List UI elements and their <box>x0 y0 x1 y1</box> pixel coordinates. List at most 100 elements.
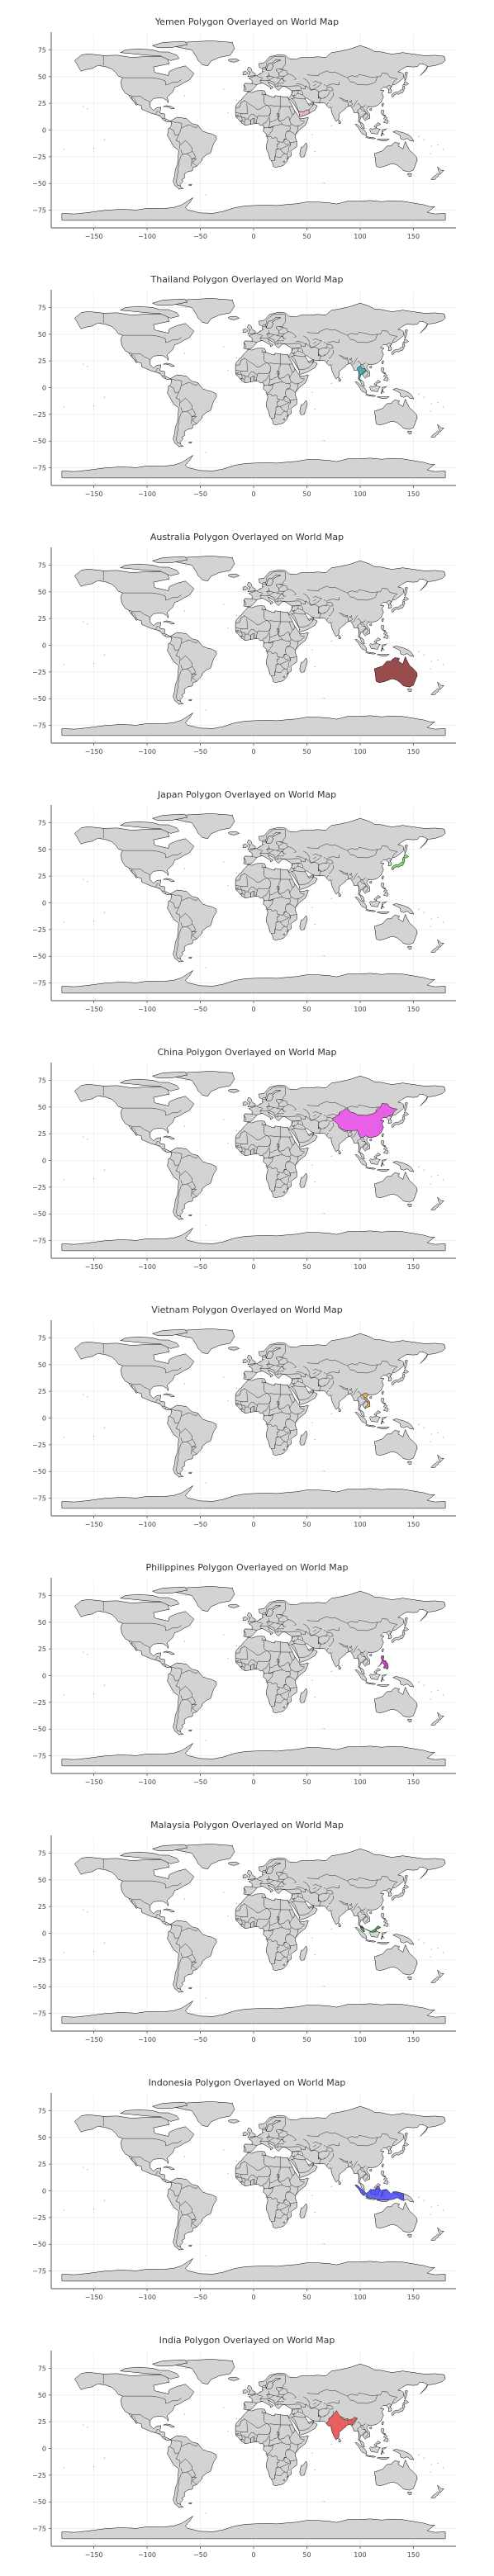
country-borders <box>103 313 398 444</box>
map-title: India Polygon Overlayed on World Map <box>159 2335 335 2346</box>
island-dot <box>437 917 439 919</box>
y-tick-label: −25 <box>32 1184 46 1191</box>
island-dot <box>235 1902 237 1904</box>
island-dot <box>223 88 225 90</box>
y-tick-label: 50 <box>38 2134 46 2142</box>
island-dot <box>103 396 106 398</box>
island-dot <box>314 1954 316 1956</box>
map-panel-china: China Polygon Overlayed on World Map −150… <box>32 1047 456 1271</box>
y-tick-label: −75 <box>32 2526 46 2533</box>
island-dot <box>442 2209 444 2211</box>
x-tick-label: −100 <box>138 2036 156 2043</box>
island-dot <box>423 2457 425 2459</box>
x-tick-label: −50 <box>193 1263 207 1271</box>
y-tick-label: 0 <box>42 127 46 135</box>
y-tick-label: −75 <box>32 1753 46 1760</box>
island-dot <box>418 1681 420 1683</box>
island-dot <box>223 2407 225 2408</box>
y-tick-label: 75 <box>38 2107 46 2114</box>
world-landmasses <box>61 813 446 994</box>
island-dot <box>183 2413 186 2415</box>
island-dot <box>178 2249 180 2252</box>
island-dot <box>423 396 425 398</box>
x-tick-label: 100 <box>354 748 366 755</box>
x-tick-label: −150 <box>85 490 103 498</box>
y-tick-label: 0 <box>42 900 46 907</box>
island-dot <box>183 610 186 612</box>
x-tick-label: −150 <box>85 233 103 240</box>
x-tick-label: 0 <box>251 2294 255 2301</box>
y-tick-label: 25 <box>38 2161 46 2168</box>
island-dot <box>311 391 313 393</box>
island-dot <box>178 1476 180 1479</box>
island-dot <box>205 1482 207 1484</box>
x-tick-label: 0 <box>251 1006 255 1013</box>
x-tick-label: 50 <box>302 2551 311 2559</box>
island-dot <box>93 405 95 407</box>
island-dot <box>87 881 88 883</box>
y-tick-label: 75 <box>38 46 46 54</box>
island-dot <box>178 961 180 964</box>
island-dot <box>330 1670 332 1672</box>
island-dot <box>430 145 432 147</box>
y-tick-label: 0 <box>42 385 46 392</box>
x-tick-label: 100 <box>354 1263 366 1271</box>
x-tick-label: 50 <box>302 1778 311 1786</box>
island-dot <box>235 1129 237 1131</box>
island-dot <box>418 1939 420 1940</box>
map-panel-thailand: Thailand Polygon Overlayed on World Map −… <box>32 274 456 498</box>
island-dot <box>227 370 229 372</box>
highlight-polygon-thailand <box>357 365 367 382</box>
island-dot <box>330 897 332 899</box>
map-title: Vietnam Polygon Overlayed on World Map <box>151 1305 343 1315</box>
y-tick-label: 50 <box>38 2392 46 2399</box>
island-dot <box>430 1433 432 1435</box>
island-dot <box>93 2465 95 2468</box>
island-dot <box>423 1169 425 1171</box>
x-tick-label: −100 <box>138 2294 156 2301</box>
y-tick-label: −50 <box>32 695 46 703</box>
island-dot <box>227 1658 229 1660</box>
y-tick-label: 0 <box>42 2188 46 2195</box>
y-tick-label: −50 <box>32 1983 46 1991</box>
x-tick-label: −50 <box>193 2036 207 2043</box>
y-tick-label: 0 <box>42 642 46 650</box>
y-tick-label: −25 <box>32 1699 46 1707</box>
y-tick-label: 50 <box>38 589 46 596</box>
island-dot <box>235 614 237 616</box>
x-tick-label: 100 <box>354 1778 366 1786</box>
island-dot <box>442 1952 444 1953</box>
y-tick-label: −25 <box>32 926 46 934</box>
island-dot <box>311 2452 313 2454</box>
y-tick-label: 50 <box>38 73 46 81</box>
map-panel-australia: Australia Polygon Overlayed on World Map… <box>32 532 456 755</box>
y-tick-label: 0 <box>42 1930 46 1938</box>
y-tick-label: 0 <box>42 2446 46 2453</box>
x-tick-label: 0 <box>251 2036 255 2043</box>
island-dot <box>323 954 325 957</box>
island-dot <box>93 1435 95 1437</box>
y-tick-label: −25 <box>32 2214 46 2222</box>
x-tick-label: −50 <box>193 1778 207 1786</box>
island-dot <box>223 1376 225 1378</box>
island-dot <box>311 1937 313 1939</box>
y-tick-label: 25 <box>38 1130 46 1138</box>
x-tick-label: 0 <box>251 1778 255 1786</box>
y-tick-label: −25 <box>32 669 46 676</box>
island-dot <box>103 1684 106 1686</box>
x-tick-label: −50 <box>193 748 207 755</box>
highlight-polygon-china <box>331 1103 398 1139</box>
island-dot <box>311 907 313 908</box>
x-tick-label: 50 <box>302 748 311 755</box>
world-landmasses <box>61 556 446 736</box>
x-tick-label: −100 <box>138 1521 156 1528</box>
island-dot <box>223 346 225 348</box>
y-tick-label: 75 <box>38 1849 46 1857</box>
island-dot <box>442 406 444 408</box>
island-dot <box>87 1911 88 1913</box>
island-dot <box>235 99 237 101</box>
island-dot <box>430 918 432 920</box>
island-dot <box>323 182 325 184</box>
map-panel-vietnam: Vietnam Polygon Overlayed on World Map −1… <box>32 1305 456 1528</box>
island-dot <box>227 1915 229 1917</box>
